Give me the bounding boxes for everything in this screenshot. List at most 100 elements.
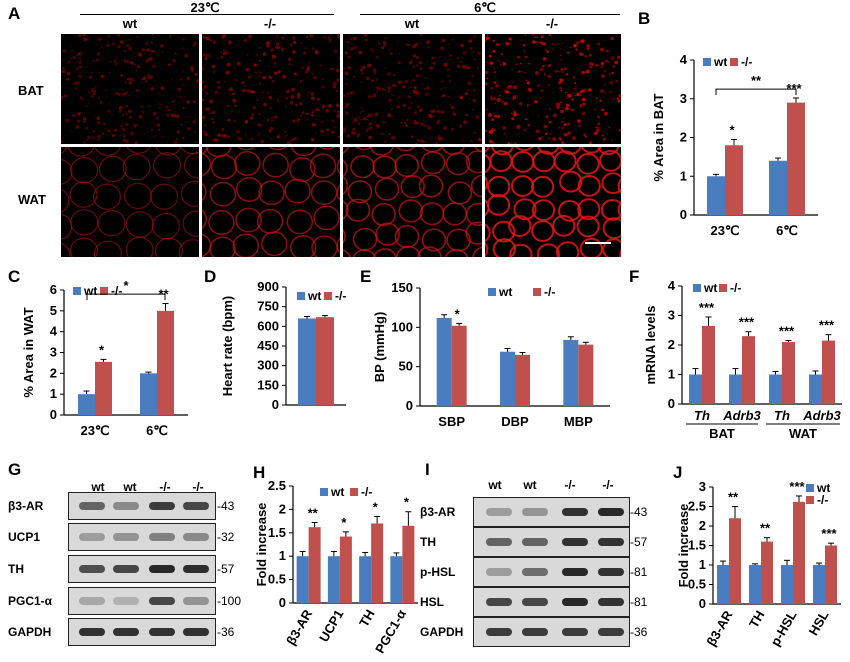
panel-b-bar-wt-1 [769, 160, 787, 215]
panel-j-bar-wt-2 [781, 565, 793, 604]
panel-j-ytick-label: 3 [699, 479, 706, 494]
panel-f-bar-wt-0 [689, 374, 702, 404]
panel-b-ytick-label: 2 [680, 130, 687, 145]
micrograph-wat-2 [202, 147, 340, 257]
panel-c-bracket-sig: * [123, 278, 129, 293]
panel-c-ylabel: % Area in WAT [21, 307, 36, 397]
panel-h-ylabel: Fold increase [254, 503, 269, 587]
panel-c-ytick-label: 0 [50, 407, 57, 422]
panel-h-bar-ko-3 [402, 525, 415, 603]
panel-f-bar-wt-2 [769, 374, 782, 404]
blot-i-band-1-2 [522, 508, 548, 516]
panel-c-ytick-label: 3 [50, 345, 57, 360]
blot-g-band-4-2 [113, 597, 139, 605]
panel-f-ytick-label: 0 [668, 396, 675, 411]
panel-e-xcat: SBP [438, 414, 465, 429]
blot-g-strip-4 [68, 587, 216, 615]
panel-d-ytick-label: 300 [257, 358, 279, 373]
panel-h-legend-swatch-ko [350, 488, 358, 496]
g-lane-3: -/- [159, 480, 171, 494]
panel-f-sig: *** [739, 315, 755, 330]
panel-b-legend-wt: wt [713, 55, 727, 69]
panel-f-group-bat: BAT [709, 426, 735, 441]
i-row-label-1: β3-AR [420, 505, 456, 519]
panel-c-bracket [86, 293, 166, 301]
panel-j-sig: *** [821, 526, 837, 541]
blot-i-band-2-1 [486, 538, 512, 546]
panel-h-sig: * [341, 515, 347, 530]
blot-i-strip-2 [473, 527, 630, 557]
blot-g-band-5-3 [149, 628, 175, 636]
g-mw-3: -57 [217, 562, 235, 576]
panel-h-ytick-label: 2 [279, 501, 286, 516]
blot-i-band-5-3 [562, 628, 588, 636]
panel-c-bar-ko-0 [95, 361, 112, 415]
group-label-23: 23℃ [190, 0, 220, 15]
panel-e-bar-wt-2 [563, 339, 579, 406]
panel-e-legend-swatch-ko [533, 288, 541, 296]
i-row-label-2: TH [420, 535, 436, 549]
panel-c-sig: * [99, 342, 105, 357]
g-row-label-3: TH [8, 562, 24, 576]
panel-c-legend-wt: wt [83, 284, 97, 298]
panel-j-letter: J [673, 463, 682, 482]
i-mw-4: -81 [630, 595, 648, 609]
i-mw-3: -81 [630, 565, 648, 579]
group-label-6: 6℃ [474, 0, 496, 15]
panel-c-bar-wt-1 [140, 373, 157, 415]
panel-d-ytick-label: 750 [257, 299, 279, 314]
panel-i-letter: I [425, 460, 430, 479]
panel-j-bar-wt-3 [813, 565, 825, 604]
panel-h-legend-wt: wt [330, 485, 344, 499]
panel-j-legend-ko: -/- [817, 493, 828, 507]
panel-e-ytick-label: 100 [391, 319, 413, 334]
blot-g-band-4-4 [183, 597, 209, 605]
panel-f-xcat: Th [774, 408, 790, 423]
panel-h-legend-ko: -/- [361, 485, 372, 499]
panel-h-ytick-label: 2.5 [268, 478, 286, 493]
i-row-label-3: p-HSL [420, 565, 456, 579]
blot-i-strip-1 [473, 497, 630, 527]
i-mw-1: -43 [630, 505, 648, 519]
panel-d-ylabel: Heart rate (bpm) [220, 296, 235, 396]
blot-i-band-3-3 [562, 568, 588, 576]
panel-b-xcat: 23℃ [710, 223, 739, 238]
panel-b-ytick-label: 0 [680, 207, 687, 222]
i-row-label-5: GAPDH [420, 625, 464, 639]
blot-i-band-1-3 [562, 508, 588, 516]
panel-j-sig: ** [760, 521, 771, 536]
g-row-label-5: GAPDH [8, 625, 52, 639]
blot-g-band-5-4 [183, 628, 209, 636]
panel-j-ytick-label: 2.5 [688, 499, 706, 514]
panel-b-ylabel: % Area in BAT [651, 93, 666, 181]
panel-c-xcat: 6℃ [146, 423, 168, 438]
panel-e-bar-ko-1 [515, 354, 530, 406]
panel-f-bar-ko-1 [742, 336, 755, 404]
panel-f-xcat: Adrb3 [722, 408, 761, 423]
panel-h-xcat: β3-AR [283, 606, 315, 647]
g-lane-4: -/- [192, 480, 204, 494]
panel-h-bar-ko-0 [308, 527, 321, 603]
panel-f-letter: F [629, 267, 639, 286]
panel-h-bar-wt-1 [327, 556, 340, 603]
panel-e-xcat: MBP [564, 414, 593, 429]
panel-j-bar-ko-3 [825, 545, 837, 604]
i-row-label-4: HSL [420, 595, 444, 609]
g-row-label-1: β3-AR [8, 499, 44, 513]
group-line-23 [80, 14, 334, 15]
panel-f-bar-ko-0 [702, 325, 715, 404]
panel-h-xcat: TH [356, 607, 378, 630]
col-label-2: -/- [263, 16, 277, 31]
panel-b-ytick-label: 4 [680, 52, 688, 67]
panel-d-legend-ko: -/- [335, 289, 346, 303]
blot-g-band-2-3 [149, 533, 175, 541]
panel-c-bar-wt-0 [78, 394, 95, 415]
blot-i-band-1-1 [486, 508, 512, 516]
panel-c-ytick-label: 5 [50, 303, 57, 318]
panel-f-xcat: Adrb3 [802, 408, 841, 423]
panel-d-bar-ko-0 [316, 317, 334, 405]
col-label-1: wt [122, 16, 138, 31]
blot-i-strip-4 [473, 587, 630, 617]
g-row-label-4: PGC1-α [8, 594, 53, 608]
panel-f-legend-wt: wt [703, 281, 717, 295]
